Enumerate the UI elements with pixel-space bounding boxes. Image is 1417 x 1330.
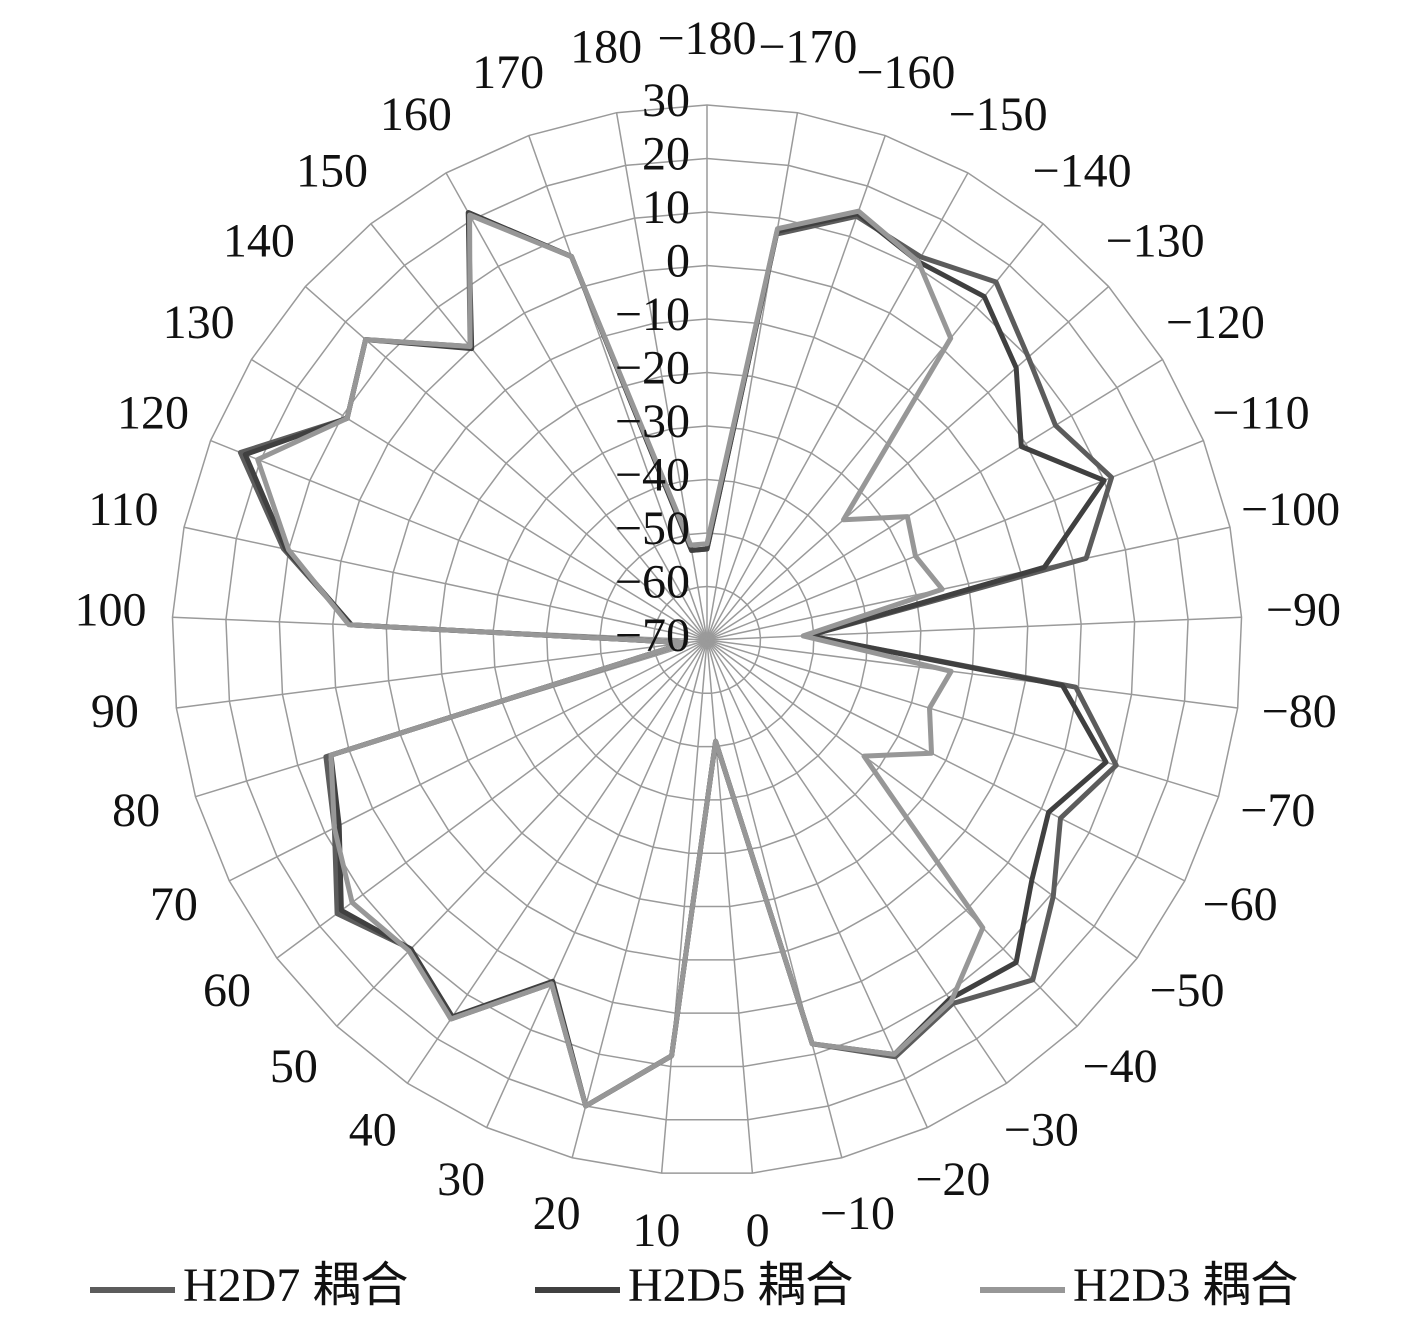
spoke — [370, 223, 708, 641]
category-label: 140 — [223, 215, 295, 268]
legend-label: H2D7 耦合 — [183, 1259, 408, 1312]
category-label: −40 — [1083, 1040, 1158, 1093]
category-label: 0 — [746, 1204, 770, 1257]
spoke — [406, 639, 708, 1084]
category-label: −160 — [856, 46, 955, 99]
spoke — [706, 639, 1186, 882]
grid-ring — [225, 157, 1189, 1121]
spoke — [706, 639, 1138, 959]
category-label: 90 — [91, 685, 139, 738]
category-label: −80 — [1262, 685, 1337, 738]
legend-label: H2D5 耦合 — [628, 1259, 853, 1312]
spoke — [485, 639, 708, 1128]
r-tick-label: −30 — [615, 395, 690, 448]
spoke — [706, 112, 799, 641]
category-label: 170 — [472, 46, 544, 99]
r-tick-label: 20 — [642, 128, 690, 181]
spoke — [210, 439, 708, 641]
spoke — [336, 639, 708, 1027]
r-tick-label: −20 — [615, 342, 690, 395]
category-label: −20 — [915, 1153, 990, 1206]
spoke — [706, 439, 1204, 641]
spoke — [660, 639, 708, 1174]
spoke — [706, 223, 1044, 641]
spoke — [251, 358, 708, 641]
spoke — [571, 639, 708, 1158]
category-label: 80 — [112, 784, 160, 837]
spoke — [706, 616, 1242, 641]
category-label: −180 — [657, 12, 756, 65]
category-label: 10 — [632, 1204, 680, 1257]
category-label: −30 — [1004, 1104, 1079, 1157]
category-label: −100 — [1241, 483, 1340, 536]
grid-ring — [652, 585, 762, 695]
spoke — [706, 639, 1219, 798]
r-tick-label: −60 — [615, 556, 690, 609]
grid-ring — [492, 425, 922, 854]
grid-ring — [438, 371, 976, 908]
grid-ring — [171, 104, 1243, 1174]
r-tick-label: 10 — [642, 181, 690, 234]
category-label: 50 — [270, 1040, 318, 1093]
spoke — [706, 135, 886, 641]
category-label: 180 — [570, 21, 642, 74]
category-label: 110 — [88, 483, 158, 536]
category-label: −110 — [1212, 386, 1309, 439]
category-label: 40 — [349, 1104, 397, 1157]
category-label: 60 — [203, 964, 251, 1017]
category-label: 70 — [150, 878, 198, 931]
spoke — [528, 135, 708, 641]
category-label: −130 — [1106, 215, 1205, 268]
category-label: 20 — [533, 1187, 581, 1240]
spoke — [276, 639, 708, 959]
r-tick-label: −40 — [615, 449, 690, 502]
r-tick-label: 0 — [666, 235, 690, 288]
category-label: −60 — [1203, 878, 1278, 931]
category-label: 160 — [380, 88, 452, 141]
category-label: −10 — [820, 1187, 895, 1240]
spoke — [706, 639, 1238, 709]
spoke — [706, 639, 1008, 1084]
grid-ring — [278, 211, 1136, 1068]
category-label: −50 — [1149, 964, 1224, 1017]
category-label: 120 — [117, 386, 189, 439]
legend-label: H2D3 耦合 — [1073, 1259, 1298, 1312]
series-line — [255, 208, 986, 1109]
r-tick-label: −50 — [615, 502, 690, 555]
category-label: −70 — [1240, 784, 1315, 837]
category-label: 30 — [437, 1153, 485, 1206]
category-label: −90 — [1266, 584, 1341, 637]
category-label: 100 — [75, 584, 147, 637]
category-label: −140 — [1033, 145, 1132, 198]
category-label: 150 — [296, 145, 368, 198]
grid-ring — [332, 264, 1082, 1014]
spoke — [706, 285, 1110, 641]
grid-ring — [385, 318, 1029, 961]
spoke — [228, 639, 708, 882]
grid-ring — [599, 532, 815, 748]
category-label: −170 — [758, 21, 857, 74]
category-label: 130 — [163, 296, 235, 349]
r-tick-label: 30 — [642, 74, 690, 127]
category-label: −120 — [1166, 296, 1265, 349]
spoke — [445, 172, 708, 641]
spoke — [706, 358, 1163, 641]
spoke — [183, 526, 708, 641]
spoke — [706, 639, 929, 1128]
category-label: −150 — [949, 88, 1048, 141]
r-tick-label: −10 — [615, 288, 690, 341]
spoke — [304, 285, 708, 641]
spoke — [176, 639, 708, 709]
r-tick-label: −70 — [615, 609, 690, 662]
spoke — [706, 172, 969, 641]
spoke — [706, 639, 843, 1158]
spoke — [706, 639, 754, 1174]
spoke — [706, 526, 1231, 641]
